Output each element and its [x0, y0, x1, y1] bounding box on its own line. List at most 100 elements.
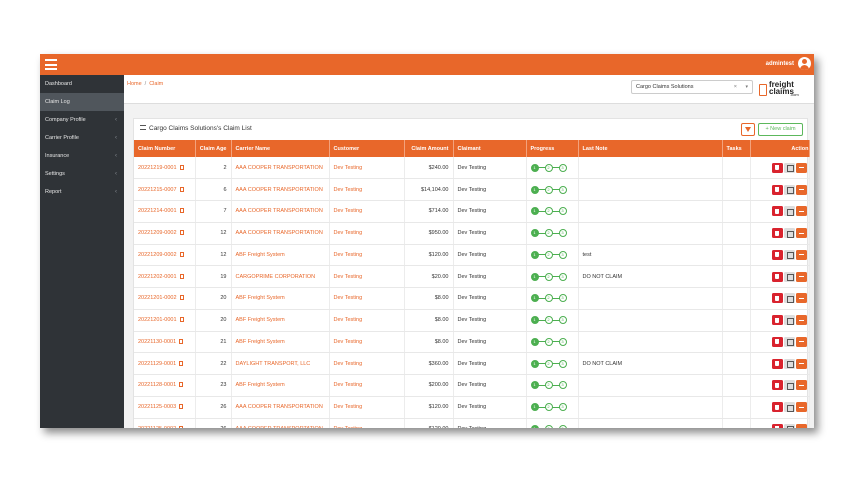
progress-step-3[interactable]: 3	[558, 163, 567, 172]
customer-link[interactable]: Dev Testing	[333, 164, 363, 171]
edit-icon[interactable]	[783, 206, 795, 217]
claim-number-link[interactable]: 20221201-0001	[138, 317, 177, 324]
pdf-icon[interactable]	[179, 208, 184, 214]
edit-icon[interactable]	[783, 249, 795, 260]
progress-step-3[interactable]: 3	[558, 272, 567, 281]
progress-step-2[interactable]: 2	[544, 185, 553, 194]
progress-step-1[interactable]: 1	[530, 185, 539, 194]
clear-selection-icon[interactable]: ×	[733, 84, 737, 90]
claim-number-link[interactable]: 20221215-0007	[138, 186, 177, 193]
claim-number-link[interactable]: 20221209-0002	[138, 230, 177, 237]
progress-step-2[interactable]: 2	[544, 424, 553, 428]
trash-icon[interactable]	[771, 293, 783, 304]
carrier-name-link[interactable]: AAA COOPER TRANSPORTATION	[235, 208, 323, 215]
carrier-name-link[interactable]: AAA COOPER TRANSPORTATION	[235, 230, 323, 237]
customer-link[interactable]: Dev Testing	[333, 338, 363, 345]
sidebar-item-carrier-profile[interactable]: Carrier Profile ‹	[40, 129, 124, 147]
claim-number-link[interactable]: 20221214-0001	[138, 208, 177, 215]
pdf-icon[interactable]	[179, 425, 184, 428]
pdf-icon[interactable]	[179, 338, 184, 344]
progress-step-3[interactable]: 3	[558, 250, 567, 259]
minus-icon[interactable]	[795, 228, 807, 239]
progress-step-3[interactable]: 3	[558, 207, 567, 216]
customer-link[interactable]: Dev Testing	[333, 208, 363, 215]
customer-link[interactable]: Dev Testing	[333, 295, 363, 302]
edit-icon[interactable]	[783, 162, 795, 173]
trash-icon[interactable]	[771, 184, 783, 195]
trash-icon[interactable]	[771, 336, 783, 347]
pdf-icon[interactable]	[179, 230, 184, 236]
progress-step-2[interactable]: 2	[544, 250, 553, 259]
trash-icon[interactable]	[771, 249, 783, 260]
edit-icon[interactable]	[783, 380, 795, 391]
progress-step-3[interactable]: 3	[558, 294, 567, 303]
progress-step-3[interactable]: 3	[558, 424, 567, 428]
claim-number-link[interactable]: 20221130-0001	[138, 338, 177, 345]
minus-icon[interactable]	[795, 271, 807, 282]
company-select[interactable]: Cargo Claims Solutions × ▾	[631, 80, 753, 94]
breadcrumb-home-link[interactable]: Home	[127, 81, 142, 87]
column-header-progress[interactable]: Progress	[526, 140, 579, 157]
pdf-icon[interactable]	[179, 164, 184, 170]
pdf-icon[interactable]	[179, 382, 184, 388]
progress-step-2[interactable]: 2	[544, 403, 553, 412]
progress-step-2[interactable]: 2	[544, 316, 553, 325]
edit-icon[interactable]	[783, 271, 795, 282]
trash-icon[interactable]	[771, 358, 783, 369]
sidebar-item-settings[interactable]: Settings ‹	[40, 165, 124, 183]
sidebar-item-dashboard[interactable]: Dashboard	[40, 75, 124, 93]
progress-step-2[interactable]: 2	[544, 294, 553, 303]
breadcrumb-current[interactable]: Claim	[149, 81, 164, 87]
progress-step-3[interactable]: 3	[558, 381, 567, 390]
progress-step-2[interactable]: 2	[544, 163, 553, 172]
progress-tracker[interactable]: 123	[530, 424, 567, 428]
claim-number-link[interactable]: 20221219-0001	[138, 164, 177, 171]
filter-button[interactable]	[741, 123, 755, 136]
customer-link[interactable]: Dev Testing	[333, 317, 363, 324]
minus-icon[interactable]	[795, 423, 807, 428]
progress-step-3[interactable]: 3	[558, 337, 567, 346]
trash-icon[interactable]	[771, 315, 783, 326]
progress-step-1[interactable]: 1	[530, 207, 539, 216]
edit-icon[interactable]	[783, 358, 795, 369]
column-header-customer[interactable]: Customer	[329, 140, 405, 157]
progress-step-3[interactable]: 3	[558, 316, 567, 325]
carrier-name-link[interactable]: AAA COOPER TRANSPORTATION	[235, 404, 323, 411]
claim-number-link[interactable]: 20221202-0001	[138, 273, 177, 280]
progress-step-2[interactable]: 2	[544, 229, 553, 238]
hamburger-icon[interactable]	[45, 59, 57, 70]
customer-link[interactable]: Dev Testing	[333, 382, 363, 389]
progress-step-2[interactable]: 2	[544, 272, 553, 281]
column-header-last-note[interactable]: Last Note	[578, 140, 723, 157]
progress-step-1[interactable]: 1	[530, 337, 539, 346]
trash-icon[interactable]	[771, 228, 783, 239]
trash-icon[interactable]	[771, 423, 783, 428]
progress-step-2[interactable]: 2	[544, 359, 553, 368]
pdf-icon[interactable]	[179, 404, 184, 410]
minus-icon[interactable]	[795, 358, 807, 369]
minus-icon[interactable]	[795, 249, 807, 260]
minus-icon[interactable]	[795, 402, 807, 413]
claim-number-link[interactable]: 20221125-0002	[138, 426, 176, 428]
progress-step-1[interactable]: 1	[530, 272, 539, 281]
chevron-down-icon[interactable]: ▾	[745, 84, 748, 90]
pdf-icon[interactable]	[179, 295, 184, 301]
carrier-name-link[interactable]: ABF Freight System	[235, 317, 285, 324]
carrier-name-link[interactable]: ABF Freight System	[235, 338, 285, 345]
carrier-name-link[interactable]: AAA COOPER TRANSPORTATION	[235, 186, 323, 193]
user-avatar-icon[interactable]	[798, 57, 811, 70]
claim-number-link[interactable]: 20221209-0002	[138, 251, 177, 258]
progress-step-3[interactable]: 3	[558, 229, 567, 238]
pdf-icon[interactable]	[179, 273, 184, 279]
customer-link[interactable]: Dev Testing	[333, 404, 363, 411]
minus-icon[interactable]	[795, 293, 807, 304]
progress-step-2[interactable]: 2	[544, 207, 553, 216]
